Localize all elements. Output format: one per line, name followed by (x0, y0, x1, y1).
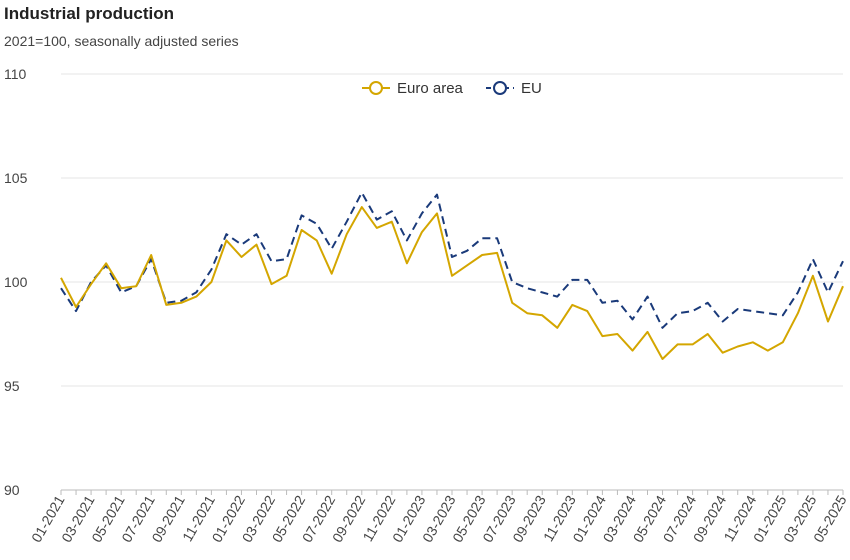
legend-label: Euro area (397, 80, 464, 97)
chart-title: Industrial production (4, 4, 174, 23)
chart-subtitle: 2021=100, seasonally adjusted series (4, 33, 239, 49)
series-line-euro-area (60, 206, 844, 360)
legend-label: EU (521, 80, 542, 97)
series-line-eu (60, 191, 844, 329)
x-axis: 01-202103-202105-202107-202109-202111-20… (28, 489, 850, 545)
legend: Euro area EU (362, 80, 542, 97)
grid-lines (61, 73, 843, 491)
y-tick-label: 95 (4, 378, 20, 394)
y-tick-label: 90 (4, 482, 20, 498)
y-tick-label: 100 (4, 274, 28, 290)
y-tick-label: 105 (4, 170, 28, 186)
y-axis-ticks: 90 95 100 105 110 (4, 66, 28, 498)
series-group (60, 191, 844, 360)
y-tick-label: 110 (4, 66, 27, 82)
legend-marker-circle (369, 81, 383, 95)
legend-marker-circle (493, 81, 507, 95)
